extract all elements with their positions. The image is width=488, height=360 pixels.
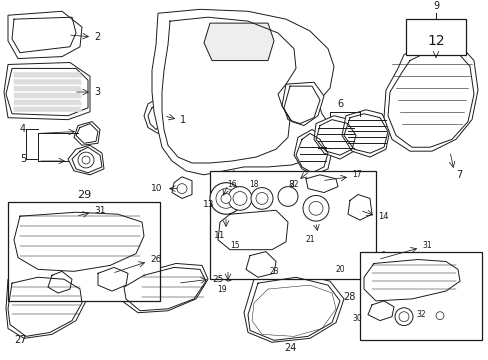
Polygon shape xyxy=(244,250,278,279)
Text: 18: 18 xyxy=(249,180,258,189)
Circle shape xyxy=(216,189,236,208)
Circle shape xyxy=(209,183,242,214)
Text: 28: 28 xyxy=(343,292,355,302)
Text: 29: 29 xyxy=(77,190,91,201)
Polygon shape xyxy=(122,264,207,313)
Circle shape xyxy=(82,156,90,164)
Text: 9: 9 xyxy=(432,1,438,11)
Circle shape xyxy=(394,308,412,325)
Text: 6: 6 xyxy=(336,99,343,109)
Polygon shape xyxy=(14,93,82,98)
Text: 11: 11 xyxy=(214,231,225,240)
Circle shape xyxy=(250,188,272,209)
Bar xyxy=(8,202,160,301)
Polygon shape xyxy=(94,265,130,293)
Text: 22: 22 xyxy=(289,180,299,189)
Polygon shape xyxy=(6,68,88,116)
Polygon shape xyxy=(282,82,324,126)
Text: 15: 15 xyxy=(229,241,239,250)
Text: 32: 32 xyxy=(415,310,425,319)
Polygon shape xyxy=(244,273,343,342)
Polygon shape xyxy=(46,269,74,295)
Text: 31: 31 xyxy=(421,241,431,250)
Circle shape xyxy=(278,186,297,206)
Text: 13: 13 xyxy=(202,200,214,209)
Polygon shape xyxy=(365,252,393,271)
Text: 2: 2 xyxy=(94,32,100,42)
Text: 4: 4 xyxy=(20,125,26,135)
Polygon shape xyxy=(346,190,373,222)
Text: 30: 30 xyxy=(351,314,361,323)
Text: 17: 17 xyxy=(351,170,361,179)
Polygon shape xyxy=(216,253,245,281)
Polygon shape xyxy=(218,171,244,194)
Text: 12: 12 xyxy=(427,34,444,48)
Bar xyxy=(405,19,465,55)
Polygon shape xyxy=(74,122,100,145)
Circle shape xyxy=(221,194,230,203)
Text: 19: 19 xyxy=(217,284,226,293)
Polygon shape xyxy=(152,9,333,175)
Bar xyxy=(209,171,375,279)
Text: 20: 20 xyxy=(335,265,345,274)
Circle shape xyxy=(78,152,94,168)
Bar xyxy=(359,252,481,340)
Text: 16: 16 xyxy=(227,180,236,189)
Polygon shape xyxy=(293,130,331,175)
Polygon shape xyxy=(6,273,86,338)
Text: 27: 27 xyxy=(14,335,26,345)
Polygon shape xyxy=(68,145,104,175)
Polygon shape xyxy=(307,252,343,279)
Polygon shape xyxy=(365,299,395,323)
Polygon shape xyxy=(172,177,192,198)
Text: 25: 25 xyxy=(212,275,223,284)
Polygon shape xyxy=(8,11,82,59)
Polygon shape xyxy=(4,63,90,120)
Polygon shape xyxy=(383,41,477,151)
Polygon shape xyxy=(431,307,447,324)
Circle shape xyxy=(303,195,328,221)
Polygon shape xyxy=(216,206,289,253)
Text: 8: 8 xyxy=(287,180,293,189)
Text: 31: 31 xyxy=(94,206,105,215)
Polygon shape xyxy=(341,110,389,157)
Circle shape xyxy=(232,192,246,205)
Text: 1: 1 xyxy=(180,114,186,125)
Circle shape xyxy=(398,312,408,321)
Circle shape xyxy=(308,201,323,215)
Polygon shape xyxy=(313,116,357,159)
Circle shape xyxy=(177,184,186,194)
Polygon shape xyxy=(14,107,82,112)
Polygon shape xyxy=(143,96,172,134)
Text: 3: 3 xyxy=(94,87,100,97)
Polygon shape xyxy=(361,256,461,303)
Text: 10: 10 xyxy=(150,184,162,193)
Polygon shape xyxy=(302,173,339,194)
Polygon shape xyxy=(14,86,82,91)
Text: 26: 26 xyxy=(150,255,161,264)
Polygon shape xyxy=(14,72,82,77)
Text: 5: 5 xyxy=(20,154,26,164)
Polygon shape xyxy=(12,208,148,273)
Polygon shape xyxy=(14,100,82,105)
Polygon shape xyxy=(203,23,273,60)
Circle shape xyxy=(435,312,443,320)
Text: 23: 23 xyxy=(269,267,279,276)
Circle shape xyxy=(256,193,267,204)
Text: 21: 21 xyxy=(305,235,314,244)
Circle shape xyxy=(227,186,251,210)
Text: 24: 24 xyxy=(283,343,296,353)
Polygon shape xyxy=(14,79,82,84)
Text: 7: 7 xyxy=(455,170,461,180)
Text: 14: 14 xyxy=(377,212,387,221)
